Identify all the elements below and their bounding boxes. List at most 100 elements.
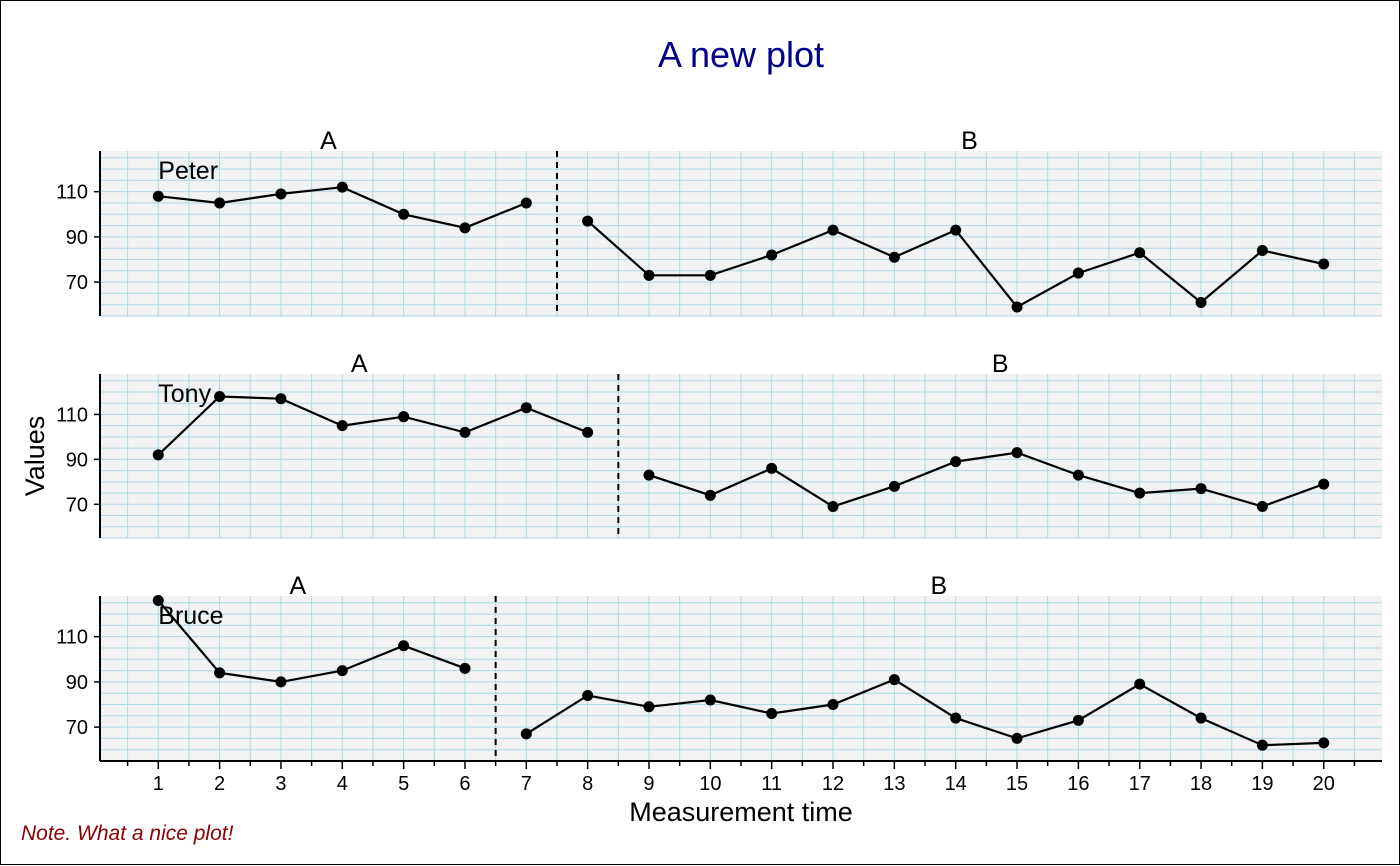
data-point <box>459 222 471 234</box>
data-point <box>1318 478 1330 490</box>
y-tick-label: 110 <box>56 627 88 649</box>
data-point <box>582 215 594 227</box>
data-point <box>1134 678 1146 690</box>
data-point <box>1134 487 1146 499</box>
data-point <box>398 640 410 652</box>
x-axis-title: Measurement time <box>629 797 853 827</box>
data-point <box>520 197 532 209</box>
case-panel-peter: 70 90 110 Peter A B <box>56 127 1382 317</box>
y-tick-label: 110 <box>56 404 88 426</box>
x-tick-label: 14 <box>945 773 967 795</box>
x-tick-label: 1 <box>153 773 164 795</box>
data-point <box>704 694 716 706</box>
x-tick-label: 17 <box>1129 773 1151 795</box>
phase-label: A <box>289 572 306 600</box>
data-point <box>766 249 778 261</box>
x-tick-label: 11 <box>761 773 782 795</box>
x-tick-label: 6 <box>459 773 470 795</box>
data-point <box>1011 732 1023 744</box>
data-point <box>459 426 471 438</box>
data-point <box>643 701 655 713</box>
series-line <box>648 451 1325 508</box>
data-point <box>1256 244 1268 256</box>
data-point <box>1072 469 1084 481</box>
y-tick-label: 70 <box>66 717 88 739</box>
data-point <box>582 426 594 438</box>
case-name-label: Tony <box>158 380 211 408</box>
footnote: Note. What a nice plot! <box>21 822 234 845</box>
x-tick-label: 2 <box>214 773 225 795</box>
x-axis: 1 2 3 4 5 6 7 8 9 10 11 12 13 14 15 16 17 18 19 20 <box>100 760 1382 795</box>
data-point <box>950 224 962 236</box>
panels: 70 90 110 Peter A B 70 90 110 Tony A B 70 90 110 Bruce A… <box>56 127 1382 762</box>
y-tick-label: 90 <box>66 227 88 249</box>
data-point <box>336 420 348 432</box>
data-point <box>827 501 839 513</box>
phase-label: A <box>351 350 368 378</box>
x-tick-label: 5 <box>398 773 409 795</box>
data-point <box>398 208 410 220</box>
data-point <box>1134 247 1146 259</box>
x-tick-label: 20 <box>1313 773 1335 795</box>
data-point <box>888 251 900 263</box>
x-tick-label: 9 <box>643 773 654 795</box>
data-point <box>520 728 532 740</box>
x-tick-label: 19 <box>1251 773 1273 795</box>
phase-label: B <box>930 572 947 600</box>
x-tick-label: 12 <box>822 773 844 795</box>
x-tick-label: 18 <box>1190 773 1212 795</box>
y-tick-label: 70 <box>66 494 88 516</box>
data-point <box>214 390 226 402</box>
data-point <box>214 197 226 209</box>
x-tick-label: 10 <box>699 773 721 795</box>
data-point <box>766 708 778 720</box>
case-name-label: Peter <box>158 157 218 185</box>
data-point <box>1072 714 1084 726</box>
x-tick-label: 3 <box>275 773 286 795</box>
data-point <box>704 269 716 281</box>
data-point <box>1256 501 1268 513</box>
y-tick-label: 70 <box>66 272 88 294</box>
x-tick-label: 13 <box>883 773 905 795</box>
phase-label: A <box>320 127 337 155</box>
data-point <box>643 269 655 281</box>
series-line <box>157 599 466 684</box>
data-point <box>1195 483 1207 495</box>
case-panel-tony: 70 90 110 Tony A B <box>56 350 1382 539</box>
data-point <box>582 689 594 701</box>
chart-title: A new plot <box>658 34 824 75</box>
series-line <box>525 678 1324 747</box>
data-point <box>152 595 164 607</box>
data-point <box>398 411 410 423</box>
x-tick-label: 4 <box>337 773 348 795</box>
data-point <box>275 393 287 405</box>
phase-label: B <box>961 127 978 155</box>
x-tick-label: 16 <box>1067 773 1089 795</box>
data-point <box>1011 447 1023 459</box>
data-point <box>643 469 655 481</box>
x-tick-label: 8 <box>582 773 593 795</box>
data-point <box>950 712 962 724</box>
data-point <box>1011 301 1023 313</box>
series-line <box>157 395 589 456</box>
data-point <box>1318 258 1330 270</box>
y-axis-title: Values <box>20 416 50 497</box>
x-tick-label: 15 <box>1006 773 1028 795</box>
data-point <box>275 676 287 688</box>
y-tick-label: 90 <box>66 672 88 694</box>
phase-label: B <box>992 350 1009 378</box>
y-tick-label: 110 <box>56 182 88 204</box>
case-panel-bruce: 70 90 110 Bruce A B <box>56 572 1382 762</box>
data-point <box>1195 712 1207 724</box>
data-point <box>152 190 164 202</box>
data-point <box>1195 296 1207 308</box>
case-name-label: Bruce <box>158 602 223 630</box>
data-point <box>827 224 839 236</box>
data-point <box>888 674 900 686</box>
data-point <box>1256 739 1268 751</box>
data-point <box>214 667 226 679</box>
data-point <box>520 402 532 414</box>
data-point <box>950 456 962 468</box>
